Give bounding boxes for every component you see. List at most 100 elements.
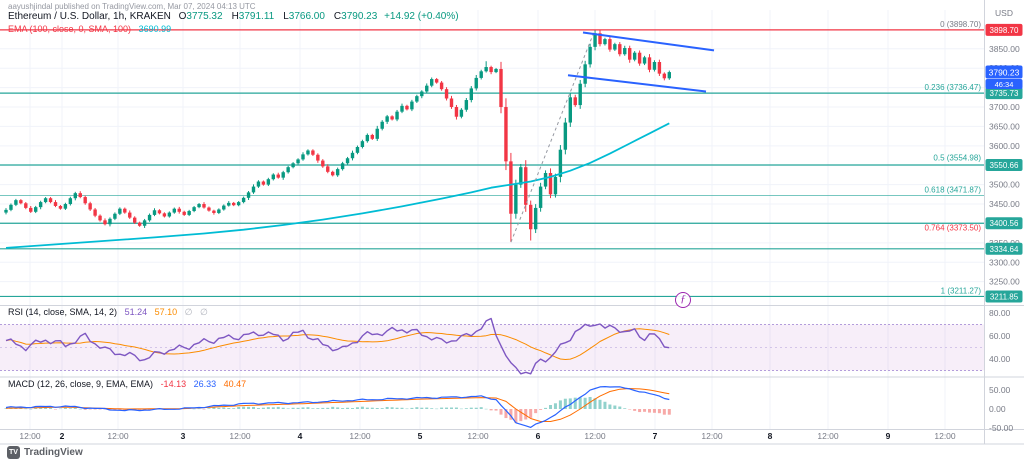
macd-legend-title[interactable]: MACD (12, 26, close, 9, EMA, EMA): [8, 379, 154, 389]
macd-histogram-bar: [311, 408, 315, 409]
price-tick-label: 3300.00: [989, 257, 1020, 267]
tradingview-logo-text[interactable]: TradingView: [24, 447, 83, 458]
candle-body: [276, 174, 280, 178]
candle-body: [449, 98, 454, 108]
candle-body: [623, 48, 627, 55]
candle-body: [647, 57, 652, 70]
macd-histogram-bar: [445, 407, 449, 409]
candle-body: [236, 202, 241, 206]
price-level-box: [985, 158, 1023, 171]
macd-histogram-bar: [78, 408, 82, 410]
publish-attribution: aayushjindal published on TradingView.co…: [8, 2, 256, 11]
time-axis-label: 7: [653, 431, 658, 441]
price-axis[interactable]: [985, 0, 1024, 444]
candle-body: [519, 167, 523, 185]
candle-body: [133, 217, 137, 223]
macd-histogram-bar: [662, 409, 666, 415]
macd-signal-value: 40.47: [223, 379, 247, 389]
symbol-legend[interactable]: Ethereum / U.S. Dollar, 1h, KRAKEN O3775…: [8, 11, 463, 22]
symbol-title[interactable]: Ethereum / U.S. Dollar, 1h, KRAKEN: [8, 11, 171, 22]
rsi-ma-value: 57.10: [154, 307, 178, 317]
macd-histogram-bar: [326, 407, 330, 409]
ema-legend[interactable]: EMA (100, close, 0, SMA, 100) 3690.99: [8, 24, 171, 34]
macd-histogram-bar: [410, 407, 414, 409]
fib-level-label: 0.618 (3471.87): [925, 186, 982, 195]
candle-body: [123, 208, 127, 213]
candle-body: [400, 105, 404, 112]
candle-body: [484, 67, 488, 72]
candle-body: [291, 163, 295, 168]
candle-body: [514, 184, 518, 214]
candle-body: [9, 204, 13, 210]
candle-body: [662, 73, 667, 79]
price-tick-label: 3600.00: [989, 141, 1020, 151]
macd-legend[interactable]: MACD (12, 26, close, 9, EMA, EMA) -14.13…: [8, 379, 246, 389]
ema-legend-title[interactable]: EMA (100, close, 0, SMA, 100): [8, 24, 132, 34]
candle-body: [113, 213, 117, 219]
price-level-box: [985, 217, 1023, 230]
macd-histogram-bar: [296, 407, 300, 409]
candle-body: [370, 134, 374, 139]
price-level-box-text: 3211.85: [990, 292, 1019, 301]
candle-body: [628, 48, 632, 60]
macd-histogram-bar: [301, 407, 305, 409]
trend-line[interactable]: [567, 74, 707, 93]
candle-body: [331, 171, 335, 176]
candle-body: [14, 200, 18, 205]
macd-histogram-bar: [499, 409, 503, 415]
candle-body: [182, 211, 186, 215]
candle-body: [375, 128, 379, 139]
macd-line: [5, 386, 670, 428]
candle-body: [632, 52, 637, 60]
time-axis-label: 12:00: [817, 431, 839, 441]
function-idea-marker[interactable]: ƒ: [675, 292, 691, 308]
time-axis-label: 12:00: [107, 431, 129, 441]
candle-body: [241, 197, 246, 203]
macd-histogram-bar: [24, 408, 28, 410]
time-axis-label: 12:00: [19, 431, 41, 441]
macd-histogram-bar: [256, 408, 260, 409]
candle-body: [563, 122, 568, 150]
trend-line[interactable]: [582, 31, 715, 52]
candle-body: [415, 96, 419, 102]
macd-histogram-bar: [34, 407, 38, 409]
candle-body: [212, 210, 216, 213]
candle-body: [593, 33, 597, 47]
candle-body: [301, 154, 305, 160]
last-price-box-text: 3790.23: [989, 67, 1020, 77]
candle-body: [469, 88, 473, 101]
macd-histogram-bar: [405, 408, 409, 410]
macd-histogram-bar: [360, 406, 364, 409]
candle-body: [326, 166, 330, 172]
macd-histogram-bar: [549, 405, 552, 409]
macd-histogram-bar: [459, 408, 463, 410]
macd-histogram-bar: [227, 407, 231, 409]
candle-body: [489, 67, 493, 73]
macd-histogram-bar: [643, 409, 647, 412]
macd-histogram-bar: [395, 407, 399, 409]
rsi-legend[interactable]: RSI (14, close, SMA, 14, 2) 51.24 57.10 …: [8, 307, 208, 318]
time-axis[interactable]: [0, 430, 984, 445]
candle-body: [598, 33, 602, 45]
low-value: 3766.00: [288, 11, 325, 22]
candle-body: [390, 116, 394, 120]
rsi-legend-title[interactable]: RSI (14, close, SMA, 14, 2): [8, 307, 118, 317]
candle-body: [588, 46, 592, 65]
macd-histogram-bar: [286, 408, 290, 409]
price-level-box: [985, 87, 1023, 100]
countdown-box-text: 46:34: [995, 80, 1014, 89]
tradingview-logo-icon[interactable]: TV: [7, 446, 20, 459]
candle-body: [395, 111, 399, 120]
price-tick-label: 3700.00: [989, 102, 1020, 112]
candle-body: [93, 209, 97, 216]
time-axis-label: 12:00: [229, 431, 251, 441]
macd-histogram-bar: [370, 407, 374, 409]
candle-body: [454, 107, 459, 117]
macd-histogram-bar: [425, 407, 429, 409]
candle-body: [152, 210, 157, 215]
candle-body: [48, 198, 53, 203]
macd-histogram-bar: [638, 409, 642, 413]
macd-histogram-bar: [623, 408, 627, 409]
